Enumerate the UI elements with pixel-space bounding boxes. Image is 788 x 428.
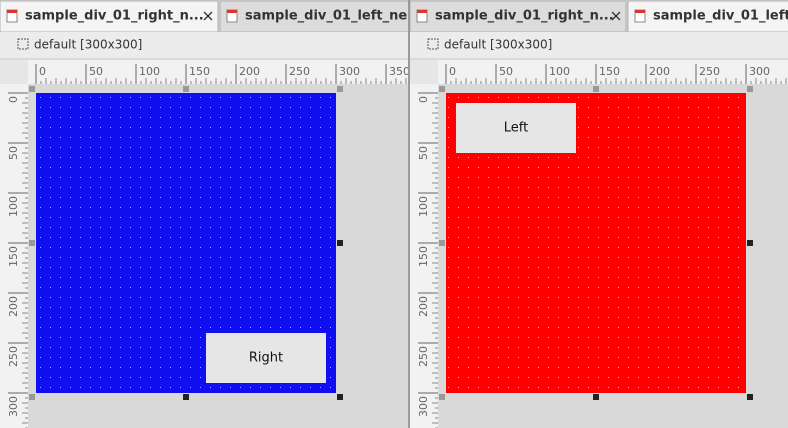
ruler-x-label: 50: [89, 65, 103, 78]
resize-handle[interactable]: [29, 394, 35, 400]
toolbar-label[interactable]: default [300x300]: [34, 38, 142, 52]
ruler-x-label: 150: [189, 65, 210, 78]
editor-pane: sample_div_01_right_n... sample_div_01_le…: [0, 0, 448, 428]
tab-label[interactable]: sample_div_01_right_n...: [25, 9, 204, 24]
tab-icon-band: [417, 10, 427, 13]
toolbar-icon[interactable]: [427, 38, 439, 50]
resize-handle[interactable]: [439, 86, 445, 92]
ruler-y-label: 100: [417, 196, 430, 217]
tab-label[interactable]: sample_div_01_right_n...: [435, 9, 614, 24]
ruler-y-label: 50: [7, 146, 20, 160]
resize-handle[interactable]: [337, 240, 343, 246]
editor-pane: sample_div_01_right_n... sample_div_01_le…: [410, 0, 788, 428]
resize-handle[interactable]: [593, 86, 599, 92]
button[interactable]: [456, 103, 576, 153]
resize-handle[interactable]: [439, 394, 445, 400]
ruler-x-label: 200: [649, 65, 670, 78]
ruler-y-label: 0: [7, 96, 20, 103]
tab[interactable]: [410, 0, 627, 33]
ruler-top: [410, 60, 788, 84]
ruler-y-label: 200: [417, 296, 430, 317]
ruler-y-label: 0: [417, 96, 430, 103]
ruler-y-label: 150: [417, 246, 430, 267]
ruler-x-label: 350: [389, 65, 410, 78]
tab-label[interactable]: sample_div_01_left_ne: [245, 9, 407, 24]
ruler-y-label: 150: [7, 246, 20, 267]
ruler-y-label: 250: [7, 346, 20, 367]
ruler-x-label: 250: [289, 65, 310, 78]
resize-handle[interactable]: [183, 86, 189, 92]
tab-label[interactable]: sample_div_01_left: [653, 9, 788, 24]
ruler-corner: [410, 60, 438, 84]
ruler-left: [0, 84, 28, 428]
resize-handle[interactable]: [337, 86, 343, 92]
ruler-x-label: 150: [599, 65, 620, 78]
resize-handle[interactable]: [439, 240, 445, 246]
ruler-x-label: 250: [699, 65, 720, 78]
tab-close[interactable]: [203, 11, 213, 21]
ruler-corner: [0, 60, 28, 84]
button[interactable]: [206, 333, 326, 383]
ruler-top: [0, 60, 408, 84]
ruler-x-label: 300: [749, 65, 770, 78]
tab-icon-band: [635, 10, 645, 13]
ruler-left: [410, 84, 438, 428]
ruler-x-label: 0: [449, 65, 456, 78]
resize-handle[interactable]: [747, 394, 753, 400]
ruler-y-label: 50: [417, 146, 430, 160]
ruler-x-label: 0: [39, 65, 46, 78]
ruler-y-label: 200: [7, 296, 20, 317]
button-label[interactable]: Left: [504, 121, 528, 136]
ruler-x-label: 100: [549, 65, 570, 78]
ruler-y-label: 250: [417, 346, 430, 367]
tab[interactable]: [219, 0, 448, 33]
ruler-y-label: 300: [7, 396, 20, 417]
tab-close[interactable]: [611, 11, 621, 21]
toolbar-label[interactable]: default [300x300]: [444, 38, 552, 52]
toolbar-icon[interactable]: [17, 38, 29, 50]
tab-icon-band: [7, 10, 17, 13]
ruler-x-label: 100: [139, 65, 160, 78]
resize-handle[interactable]: [29, 86, 35, 92]
ruler-x-label: 50: [499, 65, 513, 78]
resize-handle[interactable]: [593, 394, 599, 400]
resize-handle[interactable]: [183, 394, 189, 400]
ruler-y-label: 100: [7, 196, 20, 217]
resize-handle[interactable]: [747, 240, 753, 246]
toolbar: [410, 32, 788, 58]
pane-divider: [408, 0, 410, 428]
tab-icon-band: [227, 10, 237, 13]
resize-handle[interactable]: [747, 86, 753, 92]
ruler-x-label: 200: [239, 65, 260, 78]
ruler-y-label: 300: [417, 396, 430, 417]
ruler-x-label: 300: [339, 65, 360, 78]
resize-handle[interactable]: [29, 240, 35, 246]
button-label[interactable]: Right: [249, 351, 283, 366]
tab[interactable]: [627, 0, 788, 33]
toolbar: [0, 32, 408, 58]
resize-handle[interactable]: [337, 394, 343, 400]
